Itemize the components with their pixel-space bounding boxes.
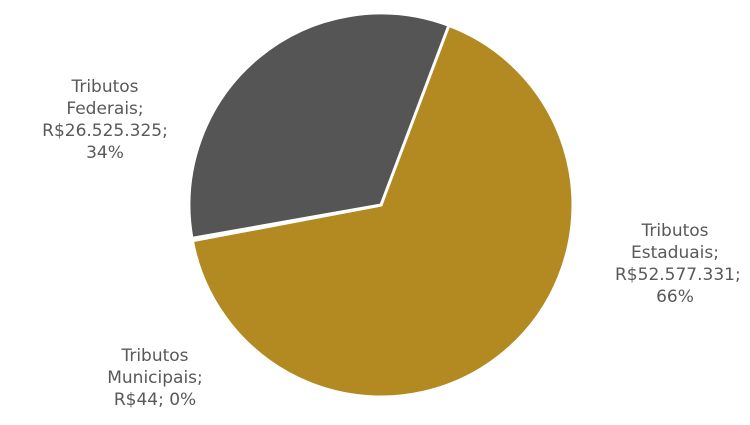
label-line: 34% — [86, 143, 124, 163]
label-line: Tributos — [121, 346, 189, 366]
label-line: Tributos — [71, 77, 139, 97]
label-line: 66% — [656, 287, 694, 307]
pie-slices — [187, 11, 575, 399]
label-line: Estaduais; — [631, 243, 719, 263]
label-line: Municipais; — [107, 368, 203, 388]
label-line: Tributos — [641, 221, 709, 241]
label-tributos-federais: Tributos Federais; R$26.525.325; 34% — [20, 76, 190, 164]
label-line: R$26.525.325; — [42, 121, 168, 141]
pie-slice-tributos-federais — [187, 11, 451, 240]
pie-slice-tributos-estaduais — [190, 23, 575, 399]
label-line: R$52.577.331; — [615, 265, 741, 285]
label-line: Federais; — [66, 99, 144, 119]
label-line: R$44; 0% — [113, 390, 197, 410]
label-tributos-municipais: Tributos Municipais; R$44; 0% — [85, 345, 225, 411]
label-tributos-estaduais: Tributos Estaduais; R$52.577.331; 66% — [615, 220, 741, 308]
